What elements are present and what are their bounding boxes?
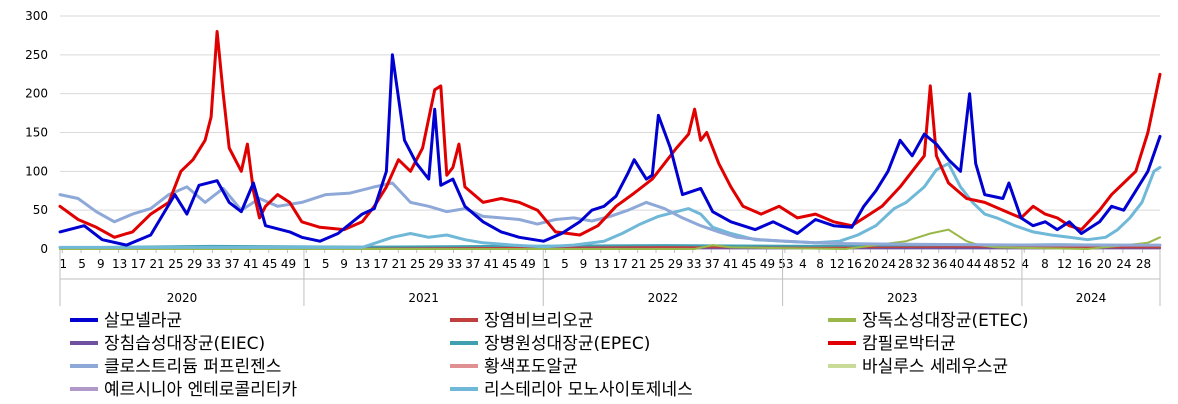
x-tick-label: 5 bbox=[561, 257, 569, 271]
y-tick-label: 300 bbox=[25, 9, 48, 23]
x-tick-label: 16 bbox=[847, 257, 862, 271]
x-tick-label: 21 bbox=[149, 257, 164, 271]
x-tick-label: 53 bbox=[778, 257, 793, 271]
legend-label: 캄필로박터균 bbox=[862, 334, 956, 354]
x-tick-label: 25 bbox=[168, 257, 183, 271]
x-tick-label: 1 bbox=[543, 257, 551, 271]
series-line bbox=[58, 53, 1162, 247]
x-tick-label: 20 bbox=[1096, 257, 1111, 271]
x-tick-label: 49 bbox=[281, 257, 296, 271]
x-tick-label: 24 bbox=[1116, 257, 1131, 271]
x-tick-label: 33 bbox=[206, 257, 221, 271]
x-tick-label: 21 bbox=[631, 257, 646, 271]
x-tick-label: 37 bbox=[465, 257, 480, 271]
x-tick-label: 49 bbox=[760, 257, 775, 271]
year-label: 2020 bbox=[167, 291, 198, 305]
y-tick-label: 100 bbox=[25, 164, 48, 178]
legend-label: 황색포도알균 bbox=[484, 357, 578, 377]
legend-label: 클로스트리듐 퍼프린젠스 bbox=[104, 357, 281, 377]
x-tick-label: 33 bbox=[686, 257, 701, 271]
x-tick-label: 4 bbox=[1021, 257, 1029, 271]
year-label: 2022 bbox=[648, 291, 679, 305]
x-tick-label: 45 bbox=[262, 257, 277, 271]
x-tick-label: 20 bbox=[864, 257, 879, 271]
series-line bbox=[58, 30, 1162, 239]
legend-label: 살모넬라균 bbox=[104, 311, 182, 331]
y-tick-label: 50 bbox=[33, 203, 48, 217]
x-tick-label: 9 bbox=[340, 257, 348, 271]
legend-label: 장염비브리오균 bbox=[484, 311, 593, 331]
year-label: 2021 bbox=[408, 291, 439, 305]
x-tick-label: 28 bbox=[1136, 257, 1151, 271]
x-tick-label: 28 bbox=[898, 257, 913, 271]
legend-label: 예르시니아 엔테로콜리티카 bbox=[104, 380, 297, 400]
x-tick-label: 8 bbox=[816, 257, 824, 271]
x-tick-label: 25 bbox=[410, 257, 425, 271]
legend-label: 장병원성대장균(EPEC) bbox=[484, 334, 650, 354]
year-label: 2024 bbox=[1076, 291, 1107, 305]
x-tick-label: 41 bbox=[723, 257, 738, 271]
series-line bbox=[59, 228, 1161, 250]
year-label: 2023 bbox=[887, 291, 918, 305]
x-tick-label: 29 bbox=[428, 257, 443, 271]
x-tick-label: 29 bbox=[187, 257, 202, 271]
x-tick-label: 37 bbox=[225, 257, 240, 271]
x-tick-label: 40 bbox=[949, 257, 964, 271]
x-tick-label: 49 bbox=[521, 257, 536, 271]
x-tick-label: 37 bbox=[705, 257, 720, 271]
y-tick-label: 0 bbox=[40, 242, 48, 256]
x-tick-label: 52 bbox=[1000, 257, 1015, 271]
x-tick-label: 29 bbox=[668, 257, 683, 271]
x-tick-label: 9 bbox=[97, 257, 105, 271]
x-tick-label: 45 bbox=[502, 257, 517, 271]
x-tick-label: 5 bbox=[78, 257, 86, 271]
x-tick-label: 12 bbox=[1057, 257, 1072, 271]
x-tick-label: 33 bbox=[447, 257, 462, 271]
x-tick-label: 1 bbox=[59, 257, 67, 271]
x-tick-label: 13 bbox=[112, 257, 127, 271]
y-tick-label: 250 bbox=[25, 48, 48, 62]
x-tick-label: 13 bbox=[594, 257, 609, 271]
y-tick-label: 150 bbox=[25, 126, 48, 140]
x-tick-label: 48 bbox=[983, 257, 998, 271]
x-tick-label: 25 bbox=[649, 257, 664, 271]
x-tick-label: 13 bbox=[355, 257, 370, 271]
x-tick-label: 17 bbox=[613, 257, 628, 271]
x-tick-label: 41 bbox=[243, 257, 258, 271]
x-tick-label: 1 bbox=[303, 257, 311, 271]
x-tick-label: 8 bbox=[1041, 257, 1049, 271]
legend-label: 리스테리아 모노사이토제네스 bbox=[484, 380, 693, 400]
x-tick-label: 17 bbox=[373, 257, 388, 271]
x-tick-label: 4 bbox=[799, 257, 807, 271]
x-tick-label: 17 bbox=[131, 257, 146, 271]
x-tick-label: 41 bbox=[484, 257, 499, 271]
x-tick-label: 45 bbox=[741, 257, 756, 271]
x-tick-label: 32 bbox=[915, 257, 930, 271]
x-tick-label: 16 bbox=[1077, 257, 1092, 271]
x-tick-label: 24 bbox=[881, 257, 896, 271]
x-tick-label: 21 bbox=[392, 257, 407, 271]
x-tick-label: 12 bbox=[830, 257, 845, 271]
legend-label: 바실루스 세레우스균 bbox=[862, 357, 1008, 377]
y-tick-label: 200 bbox=[25, 87, 48, 101]
x-tick-label: 9 bbox=[580, 257, 588, 271]
legend-label: 장침습성대장균(EIEC) bbox=[104, 334, 265, 354]
x-tick-label: 44 bbox=[966, 257, 981, 271]
x-tick-label: 36 bbox=[932, 257, 947, 271]
legend-label: 장독소성대장균(ETEC) bbox=[862, 311, 1028, 331]
x-tick-label: 5 bbox=[322, 257, 330, 271]
